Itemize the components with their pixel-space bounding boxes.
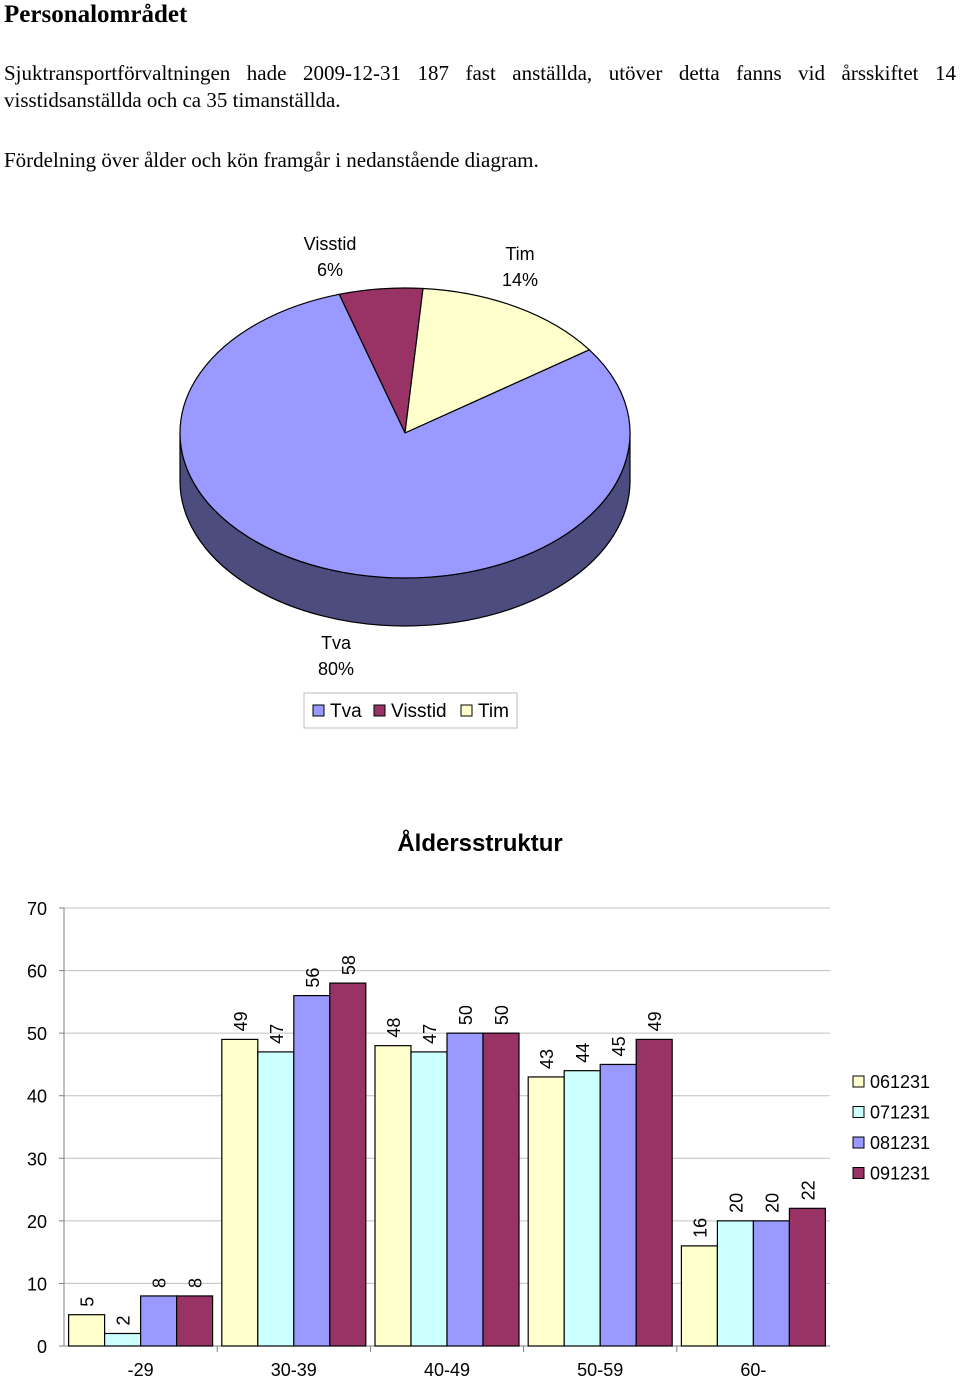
- bar-40-49-091231: [482, 1032, 520, 1347]
- bar-legend-label-081231: 081231: [870, 1133, 930, 1153]
- pie-label-name-visstid: Visstid: [304, 234, 357, 254]
- x-tick-label-40-49: 40-49: [424, 1360, 470, 1380]
- x-tick-label-60: 60-: [740, 1360, 766, 1380]
- pie-legend-label-tim: Tim: [478, 701, 509, 722]
- staff-paragraph: Sjuktransportförvaltningen hade 2009-12-…: [4, 61, 956, 112]
- bar-chart-title: Åldersstruktur: [397, 829, 562, 857]
- bar-data-label: 49: [231, 1011, 251, 1031]
- age-structure-bar-chart: Åldersstruktur 0 10 20 30 40 50 60 70 5 2 8 8 -29 49 47…: [27, 829, 930, 1380]
- bar-data-label: 2: [114, 1315, 134, 1325]
- pie-legend-swatch-visstid: [373, 704, 386, 717]
- pie-label-percent-visstid: 6%: [317, 260, 343, 280]
- bar-data-label: 50: [456, 1005, 476, 1025]
- bar-30-39-081231: [293, 994, 331, 1347]
- bar-data-label: 16: [690, 1218, 710, 1238]
- bar-60-091231: [788, 1207, 827, 1347]
- bar-data-label: 48: [384, 1018, 404, 1038]
- bar-data-label: 58: [339, 955, 359, 975]
- y-tick-label-20: 20: [27, 1212, 47, 1232]
- bar-data-label: 5: [78, 1297, 98, 1307]
- bar-50-59-071231: [563, 1070, 601, 1347]
- pie-label-percent-tim: 14%: [502, 270, 538, 290]
- bar-30-39-061231: [221, 1038, 259, 1347]
- bar-29-061231: [67, 1314, 106, 1347]
- pie-slice-tva: [179, 293, 631, 579]
- bar-50-59-091231: [635, 1038, 673, 1347]
- bar-50-59-081231: [599, 1063, 637, 1347]
- pie-label-name-tim: Tim: [505, 244, 534, 264]
- bar-data-label: 47: [267, 1024, 287, 1044]
- pie-legend-label-tva: Tva: [330, 701, 362, 722]
- bar-data-label: 8: [150, 1278, 170, 1288]
- bar-legend-label-071231: 071231: [870, 1103, 930, 1123]
- y-tick-label-70: 70: [27, 899, 47, 919]
- bar-60-061231: [680, 1245, 719, 1347]
- bar-legend-swatch-081231: [852, 1136, 865, 1149]
- bar-data-label: 47: [420, 1024, 440, 1044]
- y-tick-label-50: 50: [27, 1024, 47, 1044]
- bar-30-39-091231: [329, 982, 367, 1347]
- y-tick-label-40: 40: [27, 1087, 47, 1107]
- bar-60-071231: [716, 1220, 755, 1347]
- bar-legend-label-061231: 061231: [870, 1072, 930, 1092]
- bar-50-59-061231: [527, 1076, 565, 1347]
- pie-legend-swatch-tva: [312, 704, 325, 717]
- diagram-intro-paragraph: Fördelning över ålder och kön framgår i …: [4, 148, 539, 172]
- bar-data-label: 49: [645, 1011, 665, 1031]
- bar-data-label: 44: [573, 1043, 593, 1063]
- bar-30-39-071231: [257, 1051, 295, 1347]
- bar-data-label: 45: [609, 1036, 629, 1056]
- bar-data-label: 22: [798, 1180, 818, 1200]
- pie-legend-swatch-tim: [460, 704, 473, 717]
- y-tick-label-60: 60: [27, 962, 47, 982]
- bar-60-081231: [752, 1220, 791, 1347]
- bar-29-081231: [140, 1295, 178, 1347]
- bar-29-071231: [103, 1332, 142, 1347]
- employment-pie-chart: Visstid 6% Tim 14% Tva 80%: [179, 234, 631, 679]
- pie-label-percent-tva: 80%: [318, 659, 354, 679]
- page-heading: Personalområdet: [4, 1, 188, 28]
- pie-label-name-tva: Tva: [321, 633, 352, 653]
- y-tick-label-0: 0: [37, 1337, 47, 1357]
- bar-40-49-071231: [410, 1051, 448, 1347]
- bar-40-49-061231: [374, 1045, 412, 1347]
- pie-legend: Tva Visstid Tim: [303, 692, 518, 729]
- bar-29-091231: [176, 1295, 214, 1347]
- x-tick-label-30-39: 30-39: [271, 1360, 317, 1380]
- bar-legend-swatch-071231: [852, 1106, 865, 1118]
- y-tick-label-30: 30: [27, 1149, 47, 1169]
- bar-legend-label-091231: 091231: [870, 1164, 930, 1184]
- bar-data-label: 20: [726, 1193, 746, 1213]
- bar-data-label: 8: [186, 1278, 206, 1288]
- bar-40-49-081231: [446, 1032, 484, 1347]
- bar-legend-swatch-061231: [852, 1075, 865, 1088]
- bar-data-label: 56: [303, 968, 323, 988]
- pie-legend-box: [303, 692, 518, 729]
- pie-slice-tim: [404, 287, 591, 434]
- bar-data-label: 50: [492, 1005, 512, 1025]
- bar-data-label: 20: [762, 1193, 782, 1213]
- pie-legend-label-visstid: Visstid: [391, 701, 447, 722]
- x-tick-label-29: -29: [128, 1360, 154, 1380]
- x-tick-label-50-59: 50-59: [577, 1360, 623, 1380]
- bar-legend-swatch-091231: [852, 1167, 865, 1179]
- bar-data-label: 43: [537, 1049, 557, 1069]
- y-tick-label-10: 10: [27, 1274, 47, 1294]
